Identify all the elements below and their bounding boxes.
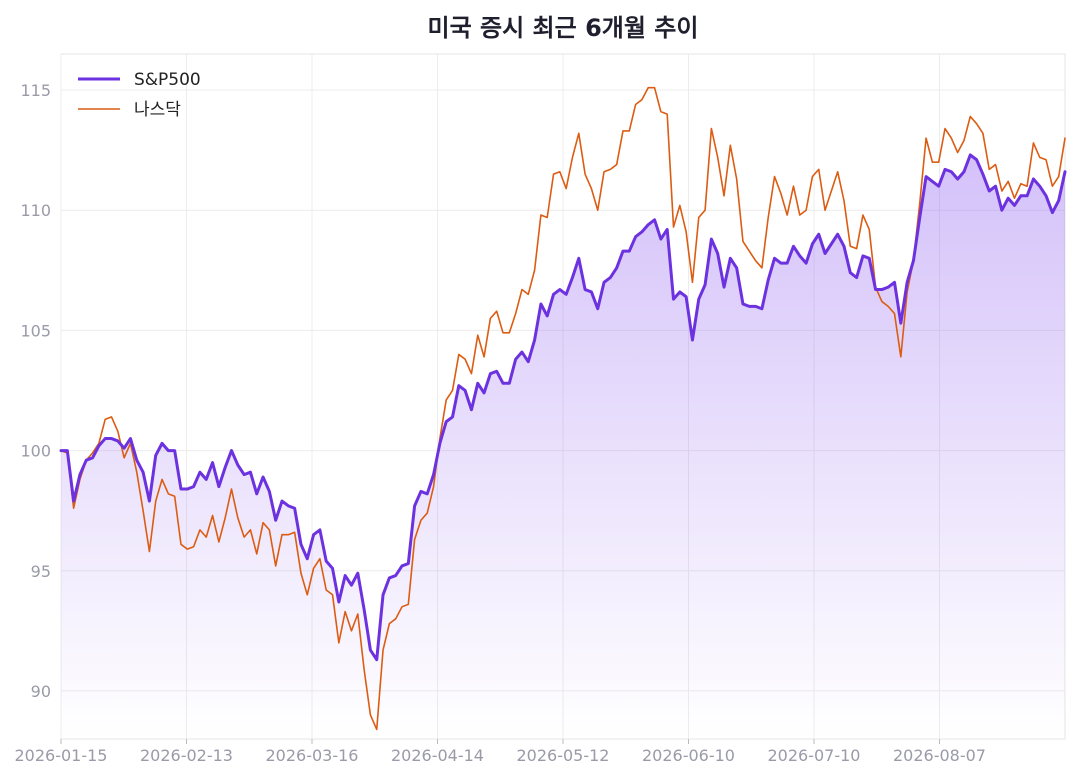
sp500-line (59, 153, 1067, 662)
x-tick-label: 2026-02-13 (140, 746, 233, 765)
y-tick-label: 115 (20, 81, 51, 100)
x-tick-label: 2026-08-07 (893, 746, 986, 765)
x-tick-label: 2026-04-14 (391, 746, 484, 765)
y-tick-label: 105 (20, 321, 51, 340)
y-tick-label: 110 (20, 201, 51, 220)
y-tick-label: 90 (31, 682, 51, 701)
legend-label-nasdaq: 나스닥 (134, 100, 181, 120)
y-axis: 90 95 100 105 110 115 (20, 81, 51, 701)
x-tick-label: 2026-07-10 (768, 746, 861, 765)
x-tick-label: 2026-01-15 (15, 746, 108, 765)
sp500-area-fill (61, 154, 1065, 739)
y-tick-label: 95 (31, 562, 51, 581)
x-tick-label: 2026-03-16 (266, 746, 359, 765)
x-axis: 2026-01-15 2026-02-13 2026-03-16 2026-04-14… (15, 739, 986, 765)
legend-label-sp500: S&P500 (134, 70, 201, 90)
series-layer (59, 86, 1067, 739)
y-tick-label: 100 (20, 442, 51, 461)
x-tick-label: 2026-06-10 (642, 746, 735, 765)
nasdaq-line (60, 86, 1066, 731)
x-tick-label: 2026-05-12 (517, 746, 610, 765)
chart-title: 미국 증시 최근 6개월 추이 (428, 14, 699, 42)
legend: S&P500 나스닥 (78, 70, 201, 120)
